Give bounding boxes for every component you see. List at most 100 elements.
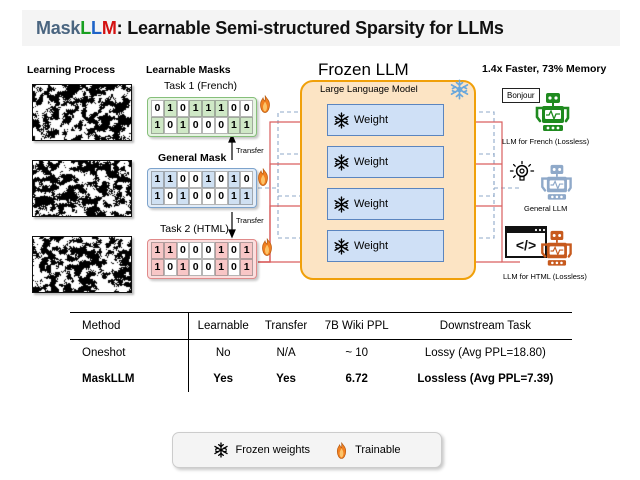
heading-learnable-masks: Learnable Masks — [146, 64, 231, 76]
fire-icon — [260, 95, 270, 113]
mask-row: 1 0 1 0 0 1 0 1 — [151, 259, 253, 276]
fire-icon — [262, 238, 272, 256]
col-header-method: Method — [70, 312, 189, 340]
fire-icon — [258, 168, 268, 186]
llm-inner-label: Large Language Model — [320, 84, 418, 95]
mask-cell: 0 — [227, 259, 241, 276]
fire-icon — [334, 441, 349, 459]
legend-item-frozen: Frozen weights — [213, 442, 310, 458]
mask-cell: 0 — [163, 188, 177, 205]
heading-speed-memory: 1.4x Faster, 73% Memory — [482, 63, 607, 75]
mask-cell: 1 — [151, 242, 164, 259]
mask-cell: 1 — [151, 188, 164, 205]
cell-ppl: ~ 10 — [314, 339, 399, 366]
mask-row: 1 0 1 0 0 0 1 1 — [151, 188, 253, 205]
mask-cell: 1 — [227, 188, 241, 205]
noise-canvas-2 — [33, 161, 131, 216]
weight-block[interactable]: Weight — [327, 188, 444, 220]
mask-cell: 1 — [151, 117, 164, 134]
mask-cell: 0 — [240, 100, 253, 117]
mask-cell: 0 — [189, 171, 202, 188]
legend-item-trainable: Trainable — [334, 441, 401, 459]
snowflake-icon — [213, 442, 229, 458]
mask-cell: 0 — [202, 242, 215, 259]
mask-cell: 0 — [163, 117, 177, 134]
mask-row: 1 0 1 0 0 0 1 1 — [151, 117, 253, 134]
mask-row: 1 1 0 0 0 1 0 1 — [151, 242, 253, 259]
snowflake-icon — [328, 237, 354, 255]
page-title: MaskLLM: Learnable Semi-structured Spars… — [22, 18, 504, 39]
mask-cell: 1 — [163, 171, 177, 188]
weight-block[interactable]: Weight — [327, 146, 444, 178]
svg-text:</>: </> — [516, 237, 536, 253]
weight-block[interactable]: Weight — [327, 230, 444, 262]
mask-cell: 1 — [176, 259, 190, 276]
noise-canvas-3 — [33, 237, 131, 292]
mask-cell: 0 — [202, 188, 215, 205]
mask-cell: 0 — [189, 188, 202, 205]
mask-cell: 0 — [189, 242, 202, 259]
robot-general-icon — [541, 164, 572, 200]
snowflake-icon — [328, 153, 354, 171]
code-window-icon: </> — [505, 226, 547, 258]
mask-cell: 0 — [240, 171, 253, 188]
mask-row: 1 1 0 0 1 0 1 0 — [151, 171, 253, 188]
mask-cell: 1 — [163, 100, 177, 117]
robot-html-icon — [541, 230, 572, 266]
mask-cell: 0 — [214, 117, 228, 134]
cell-downstream: Lossy (Avg PPL=18.80) — [398, 339, 572, 366]
mask-cell: 1 — [214, 259, 228, 276]
col-header-learnable: Learnable — [188, 312, 258, 340]
mask-cell: 1 — [176, 188, 190, 205]
weight-label: Weight — [354, 114, 389, 126]
weight-block[interactable]: Weight — [327, 104, 444, 136]
cell-method: MaskLLM — [82, 373, 135, 385]
snowflake-icon — [328, 111, 354, 129]
mask-cell: 1 — [240, 259, 253, 276]
mask-cell: 1 — [227, 171, 241, 188]
mask-cell: 0 — [227, 242, 241, 259]
table-header-row: Method Learnable Transfer 7B Wiki PPL Do… — [70, 312, 572, 340]
cell-transfer: N/A — [257, 339, 315, 366]
mask-cell: 1 — [151, 259, 164, 276]
snowflake-icon — [450, 79, 469, 100]
cell-learnable: Yes — [188, 366, 258, 392]
legend-label-trainable: Trainable — [355, 444, 401, 456]
mask-cell: 0 — [189, 259, 202, 276]
mask-row: 0 1 0 1 1 1 0 0 — [151, 100, 253, 117]
mask-noise-image-3 — [32, 236, 132, 293]
mask-panel-task2[interactable]: 1 1 0 0 0 1 0 1 1 0 1 0 0 1 0 1 — [147, 239, 257, 279]
figure-title-bar: MaskLLM: Learnable Semi-structured Spars… — [22, 10, 620, 46]
title-rest: : Learnable Semi-structured Sparsity for… — [116, 17, 504, 38]
weight-label: Weight — [354, 198, 389, 210]
mask-cell: 1 — [240, 117, 253, 134]
mask-label-task2: Task 2 (HTML) — [160, 223, 229, 235]
robot-french-icon — [535, 93, 570, 131]
weight-label: Weight — [354, 156, 389, 168]
col-header-ppl: 7B Wiki PPL — [314, 312, 399, 340]
title-brand-m: M — [101, 17, 117, 38]
title-brand-l1: L — [80, 17, 92, 38]
mask-cell: 0 — [202, 117, 215, 134]
transfer-label-up: Transfer — [236, 146, 264, 155]
robot-label-html: LLM for HTML (Lossless) — [503, 272, 587, 281]
mask-cell: 0 — [202, 259, 215, 276]
mask-noise-image-1 — [32, 84, 132, 141]
mask-cell: 0 — [214, 188, 228, 205]
snowflake-icon — [328, 195, 354, 213]
mask-label-task1: Task 1 (French) — [164, 80, 237, 92]
mask-panel-general[interactable]: 1 1 0 0 1 0 1 0 1 0 1 0 0 0 1 1 — [147, 168, 257, 208]
lightbulb-icon — [509, 160, 535, 181]
legend-label-frozen: Frozen weights — [235, 444, 311, 456]
mask-cell: 1 — [227, 117, 241, 134]
mask-panel-task1[interactable]: 0 1 0 1 1 1 0 0 1 0 1 0 0 0 1 1 — [147, 97, 257, 137]
mask-cell: 0 — [151, 100, 164, 117]
mask-cell: 1 — [176, 117, 190, 134]
mask-cell: 0 — [176, 242, 190, 259]
noise-canvas-1 — [33, 85, 131, 140]
mask-cell: 1 — [202, 171, 215, 188]
weight-label: Weight — [354, 240, 389, 252]
mask-cell: 0 — [189, 117, 202, 134]
mask-cell: 1 — [214, 100, 228, 117]
